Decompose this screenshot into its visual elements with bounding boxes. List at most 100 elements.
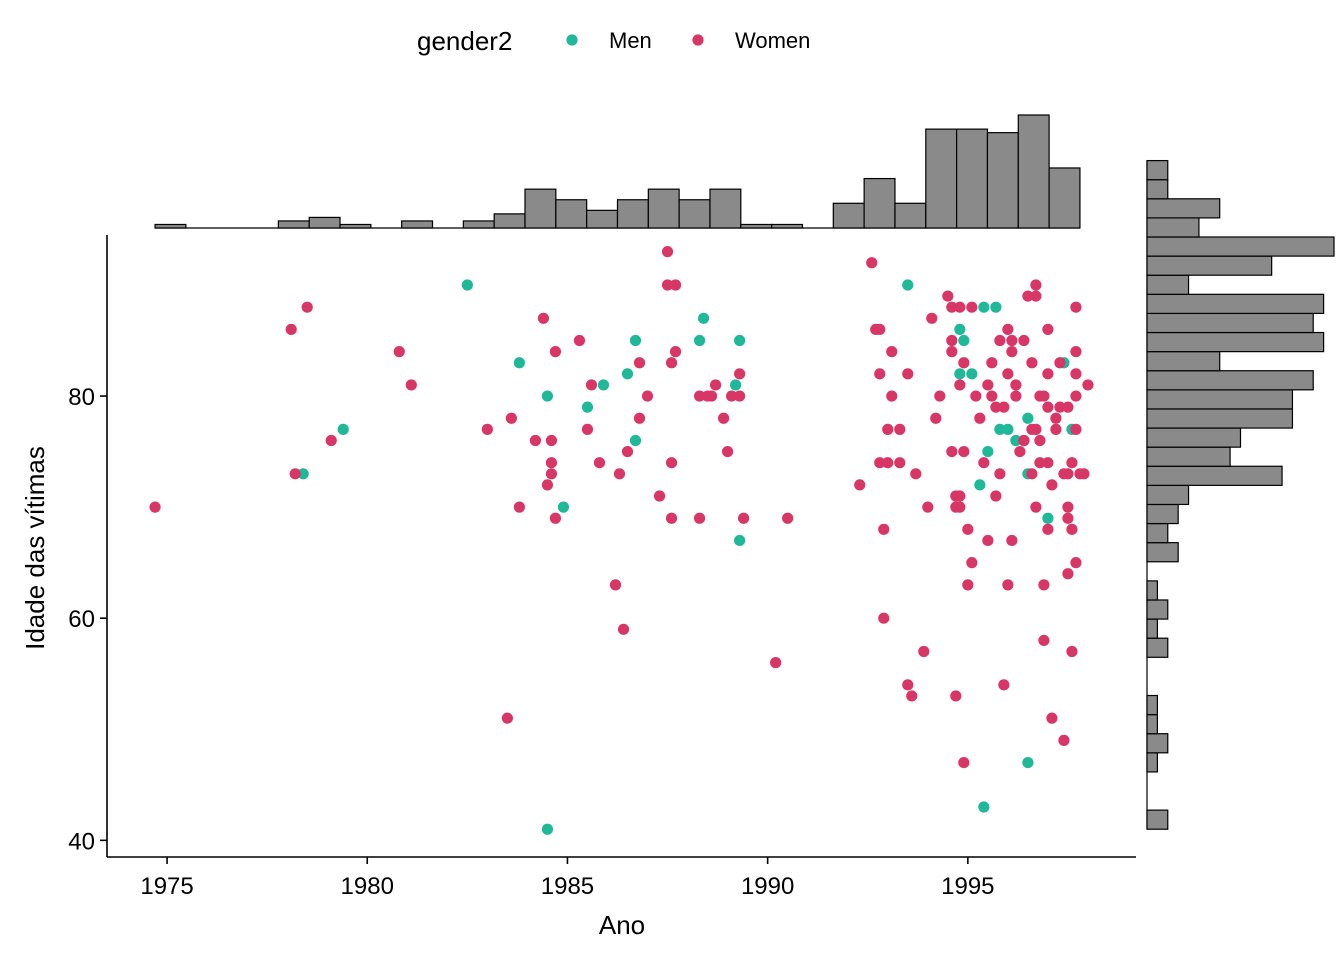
point-women (1022, 290, 1034, 302)
y-marginal-histogram (1146, 159, 1335, 830)
point-women (946, 346, 958, 358)
x-histogram-bar (678, 199, 711, 229)
y-histogram-bar (1146, 255, 1273, 276)
point-women (1034, 457, 1046, 469)
y-histogram-bar (1146, 331, 1325, 353)
point-women (1030, 423, 1042, 435)
point-women (1062, 468, 1074, 480)
point-women (922, 501, 934, 513)
point-women (1034, 434, 1046, 447)
point-women (978, 457, 990, 469)
point-women (930, 412, 942, 424)
point-women (954, 501, 966, 513)
x-axis-ticks: 1975 1980 1985 1990 1995 (140, 857, 995, 900)
point-men (954, 368, 966, 380)
x-tick-label: 1980 (341, 873, 394, 900)
point-women (946, 301, 958, 313)
point-women (1006, 534, 1018, 547)
point-women (1066, 645, 1078, 658)
y-histogram-bar (1146, 408, 1294, 429)
point-women (986, 390, 998, 402)
point-women (998, 401, 1010, 413)
x-histogram-bar (277, 220, 310, 229)
point-women (950, 690, 962, 702)
x-histogram-bar (863, 177, 896, 229)
point-women (665, 512, 678, 524)
point-men (541, 390, 554, 402)
point-men (1022, 412, 1034, 424)
x-axis-title: Ano (599, 910, 645, 940)
point-women (926, 312, 938, 324)
x-histogram-bar (986, 132, 1019, 229)
point-women (513, 501, 526, 513)
legend-key-men (566, 34, 578, 46)
y-histogram-bar (1146, 599, 1169, 620)
x-tick-label: 1990 (741, 873, 794, 900)
point-women (982, 379, 994, 391)
y-histogram-bar (1146, 733, 1169, 754)
point-women (693, 390, 706, 402)
point-women (1042, 323, 1054, 336)
point-men (974, 479, 986, 491)
point-men (629, 334, 642, 347)
point-women (958, 357, 970, 369)
point-women (1030, 290, 1042, 302)
y-histogram-bar (1146, 312, 1314, 334)
point-men (978, 801, 990, 813)
point-women (1062, 512, 1074, 524)
point-women (709, 379, 722, 391)
x-tick-label: 1985 (541, 873, 594, 900)
x-histogram-bar (771, 223, 804, 229)
point-women (962, 523, 974, 535)
point-women (902, 679, 914, 691)
point-women (1054, 357, 1066, 369)
point-women (1002, 368, 1014, 380)
point-women (726, 390, 738, 402)
legend: gender2 Men Women (417, 26, 810, 56)
point-women (1030, 279, 1042, 291)
point-women (910, 468, 922, 480)
point-women (1042, 457, 1054, 469)
point-women (882, 457, 894, 469)
point-women (325, 434, 337, 447)
point-women (613, 468, 626, 480)
point-women (665, 457, 678, 469)
y-histogram-bar (1146, 217, 1200, 238)
point-men (693, 334, 706, 347)
point-men (902, 279, 914, 291)
point-men (541, 823, 554, 835)
legend-label-men: Men (609, 28, 652, 53)
x-histogram-bar (586, 209, 619, 229)
point-women (962, 579, 974, 591)
point-women (1066, 457, 1078, 469)
point-women (1046, 479, 1058, 491)
point-women (1054, 401, 1066, 413)
point-women (289, 468, 301, 480)
point-women (954, 379, 966, 391)
point-women (585, 379, 598, 391)
point-men (581, 401, 594, 413)
point-women (405, 379, 417, 391)
point-women (1026, 357, 1038, 369)
point-women (1070, 557, 1082, 569)
point-women (998, 679, 1010, 691)
point-women (918, 645, 930, 658)
y-histogram-bar (1146, 752, 1158, 773)
point-women (782, 512, 794, 524)
point-women (541, 479, 554, 491)
x-histogram-bar (154, 223, 187, 229)
point-women (854, 479, 866, 491)
y-histogram-bar (1146, 618, 1158, 639)
point-women (982, 534, 994, 547)
point-women (902, 368, 914, 380)
point-women (1042, 368, 1054, 380)
point-women (894, 457, 906, 469)
point-men (1002, 423, 1014, 435)
point-women (705, 390, 718, 402)
point-women (717, 412, 730, 424)
point-men (557, 501, 570, 513)
point-women (882, 423, 894, 435)
point-men (297, 468, 309, 480)
x-histogram-bar (462, 220, 495, 229)
point-women (1050, 412, 1062, 424)
